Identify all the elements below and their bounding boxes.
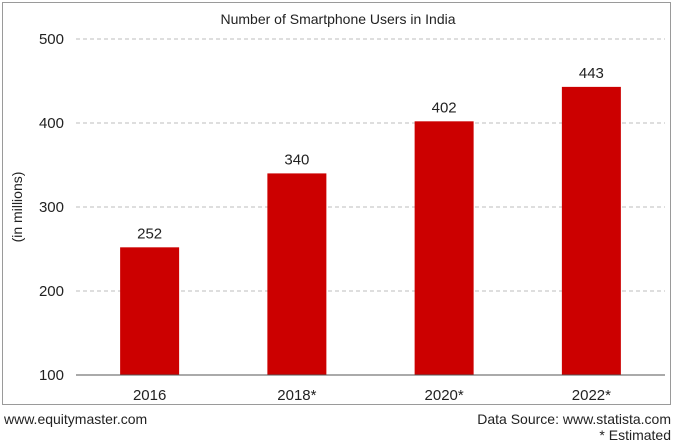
data-label: 443 bbox=[579, 65, 604, 82]
y-tick-label: 300 bbox=[39, 199, 64, 216]
y-tick-label: 500 bbox=[39, 31, 64, 48]
y-tick-label: 200 bbox=[39, 283, 64, 300]
x-tick-label: 2016 bbox=[133, 387, 166, 404]
y-axis-ticks: 100 200 300 400 500 bbox=[39, 31, 64, 384]
y-tick-label: 400 bbox=[39, 115, 64, 132]
bar-2016 bbox=[120, 247, 180, 375]
bar-2022 bbox=[561, 86, 621, 375]
estimated-note: * Estimated bbox=[599, 427, 671, 443]
bar-2018 bbox=[267, 173, 327, 375]
x-tick-label: 2020* bbox=[425, 387, 464, 404]
x-axis-ticks: 2016 2018* 2020* 2022* bbox=[133, 387, 611, 404]
bar-2020 bbox=[414, 121, 474, 375]
bars bbox=[120, 86, 621, 375]
chart-title: Number of Smartphone Users in India bbox=[221, 11, 456, 27]
x-tick-label: 2018* bbox=[277, 387, 316, 404]
y-tick-label: 100 bbox=[39, 367, 64, 384]
x-tick-label: 2022* bbox=[572, 387, 611, 404]
y-axis-label: (in millions) bbox=[9, 172, 25, 243]
website-credit: www.equitymaster.com bbox=[4, 411, 148, 427]
data-label: 402 bbox=[432, 99, 457, 116]
chart-frame bbox=[2, 2, 671, 405]
data-source: Data Source: www.statista.com bbox=[477, 411, 671, 427]
data-labels: 252 340 402 443 bbox=[137, 65, 604, 242]
data-label: 340 bbox=[284, 151, 309, 168]
data-label: 252 bbox=[137, 225, 162, 242]
